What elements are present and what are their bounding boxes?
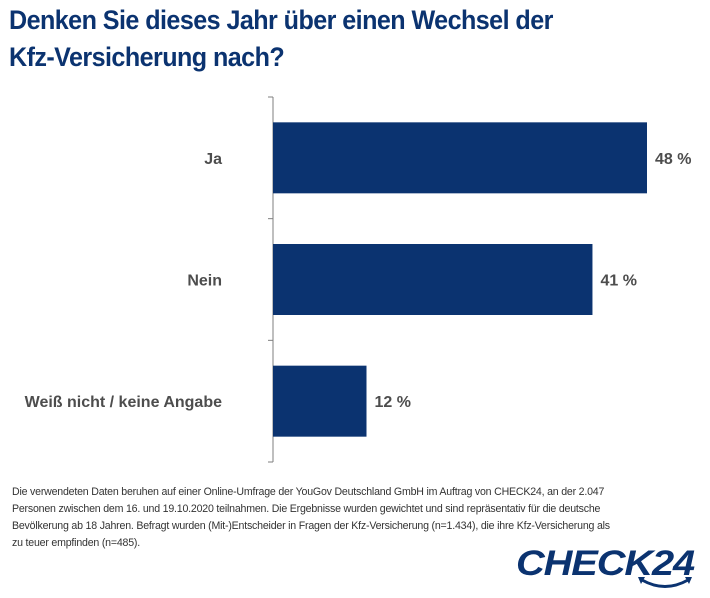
check24-logo: CHECK24 bbox=[514, 543, 699, 593]
y-axis bbox=[268, 96, 274, 463]
check24-smile-arrow-icon bbox=[638, 577, 692, 588]
footnote-line: zu teuer empfinden (n=485). bbox=[12, 537, 140, 549]
value-label: 12 % bbox=[375, 394, 411, 411]
value-labels: 48 % 41 % 12 % bbox=[375, 151, 692, 411]
bar-chart: Ja Nein Weiß nicht / keine Angabe 48 % 41 %… bbox=[25, 96, 692, 463]
chart-title-line-2: Kfz-Versicherung nach? bbox=[9, 42, 285, 72]
chart-title: Denken Sie dieses Jahr über einen Wechse… bbox=[9, 2, 660, 76]
footnote-line: Personen zwischen dem 16. und 19.10.2020… bbox=[12, 503, 601, 515]
bar-3 bbox=[273, 365, 367, 437]
footnote-line: Bevölkerung ab 18 Jahren. Befragt wurden… bbox=[12, 520, 610, 532]
value-label: 48 % bbox=[655, 151, 691, 168]
footnote: Die verwendeten Daten beruhen auf einer … bbox=[12, 484, 702, 552]
value-label: 41 % bbox=[600, 273, 636, 290]
logo-text: CHECK24 bbox=[516, 544, 695, 583]
bars bbox=[273, 122, 647, 437]
footnote-line: Die verwendeten Daten beruhen auf einer … bbox=[12, 486, 605, 498]
category-labels: Ja Nein Weiß nicht / keine Angabe bbox=[25, 151, 222, 411]
category-label: Nein bbox=[187, 273, 222, 290]
chart-title-line-1: Denken Sie dieses Jahr über einen Wechse… bbox=[9, 5, 553, 35]
bar-2 bbox=[273, 244, 593, 315]
category-label: Ja bbox=[204, 151, 222, 168]
bar-1 bbox=[273, 122, 647, 194]
category-label: Weiß nicht / keine Angabe bbox=[25, 394, 222, 411]
